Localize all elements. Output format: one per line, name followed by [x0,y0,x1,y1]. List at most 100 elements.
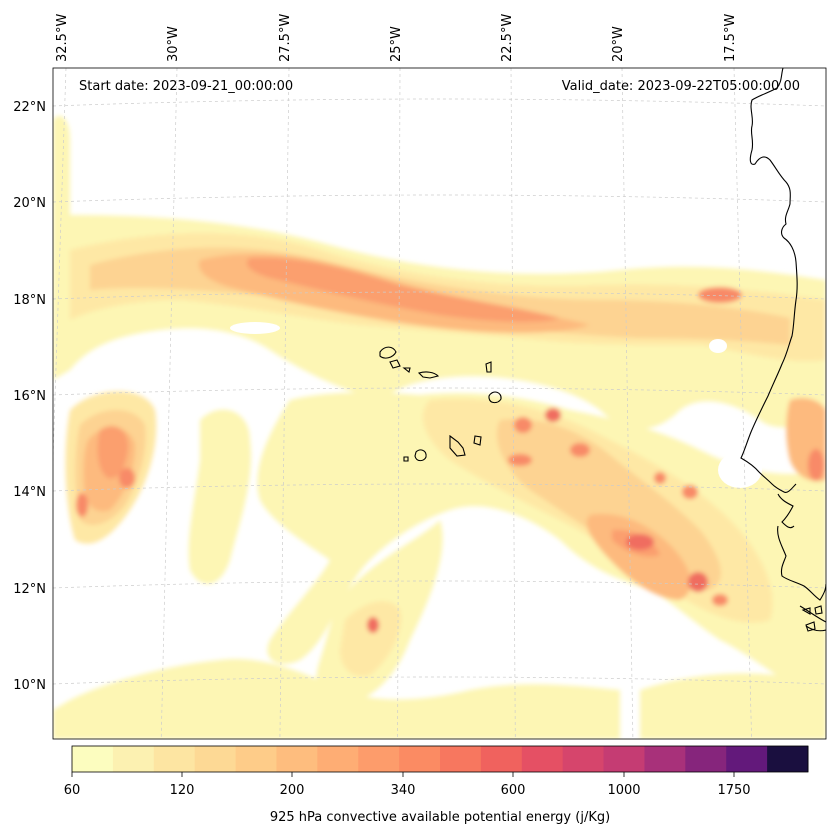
start-date-label: Start date: 2023-09-21_00:00:00 [79,79,293,94]
parallel-line [53,580,826,589]
cape-spot-14 [698,287,742,303]
colorbar-segment [194,746,237,772]
colorbar-segment [440,746,482,772]
colorbar-tick-120: 120 [170,783,195,798]
colorbar [72,746,809,772]
colorbar-tick-marks [71,772,735,777]
colorbar-segment [521,746,564,772]
lon-label-25w: 25°W [389,26,404,62]
latitude-labels: 22°N 20°N 18°N 16°N 14°N 12°N 10°N [13,100,46,693]
colorbar-segment [358,746,400,772]
cape-spot-8 [688,572,708,592]
cape-gap-2 [230,322,280,334]
lon-label-27-5w: 27.5°W [278,14,293,62]
cape-spot-1 [119,468,135,488]
cape-region-north-band [53,115,826,429]
colorbar-segment [644,746,686,772]
island-brava [403,456,409,462]
cape-region-southeast-strip [640,673,826,739]
colorbar-segment [767,746,809,772]
graticule [53,68,826,739]
island-santiago [449,434,466,457]
colorbar-tick-60: 60 [64,783,81,798]
cape-spot-5 [570,443,590,457]
cape-spot-12 [367,617,379,633]
parallel-line [53,98,826,107]
longitude-labels: 32.5°W 30°W 27.5°W 25°W 22.5°W 20°W 17.5… [55,14,738,62]
cape-spot-11 [712,594,728,606]
colorbar-tick-200: 200 [280,783,305,798]
cape-spot-6 [508,454,532,466]
parallel-line [53,194,826,203]
lon-label-22-5w: 22.5°W [500,14,515,62]
lon-label-30w: 30°W [166,26,181,62]
cape-field [53,115,826,739]
lat-label-16n: 16°N [13,389,46,404]
colorbar-segment [603,746,645,772]
cape-spot-2 [76,493,88,517]
colorbar-segment [72,746,114,772]
island-maio [473,435,482,446]
colorbar-segment [153,746,196,772]
island-boa-vista [488,391,502,404]
cape-region-band-tier5 [246,257,560,322]
lat-label-18n: 18°N [13,293,46,308]
parallel-line [53,676,826,685]
parallel-line [53,387,826,396]
lat-label-12n: 12°N [13,582,46,597]
lat-label-22n: 22°N [13,100,46,115]
lat-label-14n: 14°N [13,485,46,500]
cape-spot-7 [626,534,654,550]
colorbar-segment [317,746,359,772]
coastline-africa [740,68,826,632]
island-fogo [414,449,427,462]
colorbar-tick-1000: 1000 [607,783,640,798]
lat-label-10n: 10°N [13,678,46,693]
colorbar-segment [399,746,441,772]
colorbar-segment [276,746,318,772]
cape-spot-10 [654,472,666,484]
colorbar-tick-1750: 1750 [717,783,750,798]
cape-region-central [257,392,826,700]
island-sao-nicolau [417,371,440,379]
coastlines [379,68,826,632]
cape-region-southwest-tier2 [340,601,401,677]
meridian-line [621,68,634,739]
meridian-line [510,68,516,739]
island-santa-luzia [402,367,411,373]
colorbar-segment [235,746,277,772]
cape-gap-1 [709,339,727,353]
colorbar-segment [726,746,768,772]
colorbar-segment [480,746,523,772]
colorbar-tick-340: 340 [391,783,416,798]
valid-date-label: Valid_date: 2023-09-22T05:00:00.00 [562,79,800,94]
cape-gaps [230,322,762,488]
cape-region-west-patch [188,409,251,584]
cape-region-west-tier5 [97,426,129,479]
colorbar-segment [562,746,605,772]
meridian-line [279,68,290,739]
island-bijagos-1 [801,607,811,615]
colorbar-segment [685,746,727,772]
parallel-line [53,483,826,492]
cape-spot-9 [682,485,698,499]
meridian-line [160,68,178,739]
lon-label-17-5w: 17.5°W [723,14,738,62]
meridian-line [733,68,752,739]
cape-spot-13 [808,449,824,481]
map-frame [52,67,827,740]
colorbar-segment [112,746,155,772]
colorbar-frame [71,745,809,773]
cape-gap-3 [718,452,762,488]
lon-label-32-5w: 32.5°W [55,14,70,62]
island-bijagos-2 [814,605,823,615]
lon-label-20w: 20°W [611,26,626,62]
cape-spot-4 [514,417,532,433]
cape-spot-3 [545,408,561,422]
island-bijagos-3 [805,621,816,632]
meridian-line [397,68,401,739]
colorbar-ticks: 60 120 200 340 600 1000 1750 [64,783,751,798]
parallel-line [53,291,826,300]
colorbar-label: 925 hPa convective available potential e… [270,810,610,825]
